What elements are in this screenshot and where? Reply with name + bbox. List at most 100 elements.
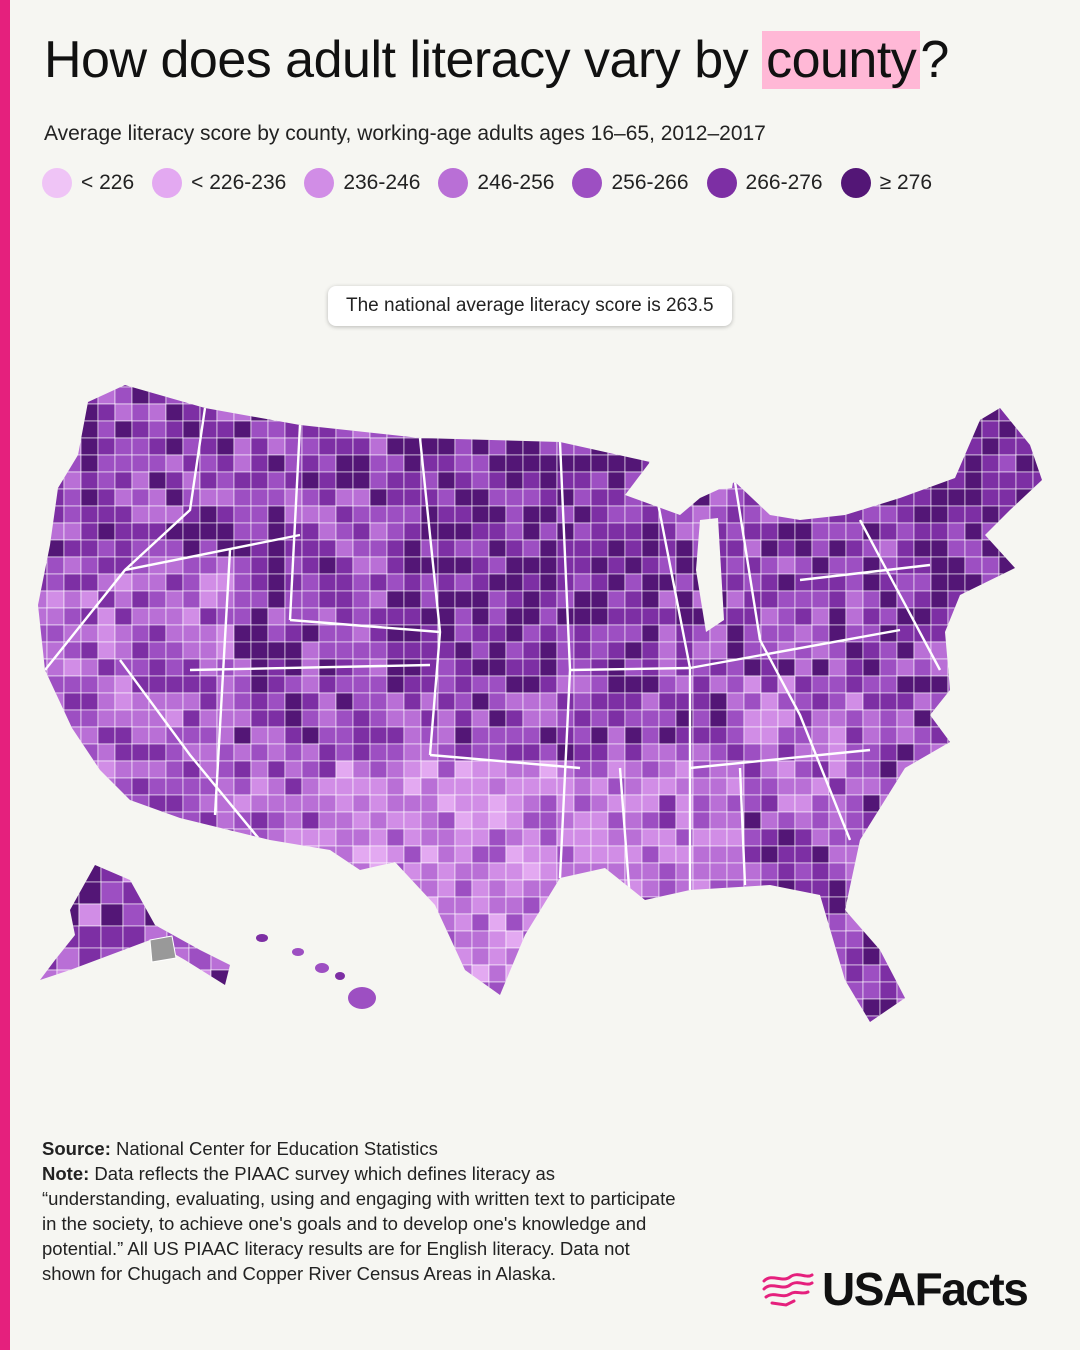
county-cell [97, 471, 116, 490]
county-cell [1032, 385, 1042, 388]
county-cell [386, 437, 405, 456]
county-cell [896, 471, 915, 490]
county-cell [335, 624, 354, 643]
county-cell [590, 760, 609, 779]
county-cell [63, 590, 82, 609]
county-cell [250, 454, 269, 473]
county-cell [403, 811, 422, 830]
county-cell [624, 437, 643, 456]
county-cell [318, 641, 337, 660]
county-cell [301, 488, 320, 507]
county-cell [845, 794, 864, 813]
county-cell [964, 709, 983, 728]
county-cell [1050, 829, 1067, 846]
county-cell [1015, 913, 1034, 932]
county-cell [335, 760, 354, 779]
county-cell [488, 845, 507, 864]
borough-cell [210, 925, 230, 949]
county-cell [471, 437, 490, 456]
county-cell [794, 947, 813, 966]
county-cell [335, 522, 354, 541]
county-cell [709, 675, 728, 694]
county-cell [369, 437, 388, 456]
county-cell [862, 590, 881, 609]
legend-item: 266-276 [706, 168, 823, 198]
county-cell [539, 539, 558, 558]
county-cell [97, 1015, 116, 1022]
county-cell [624, 471, 643, 490]
county-cell [301, 896, 320, 915]
county-cell [46, 437, 65, 456]
county-cell [420, 794, 439, 813]
county-cell [63, 709, 82, 728]
county-cell [947, 471, 966, 490]
county-cell [386, 828, 405, 847]
county-cell [862, 505, 881, 524]
county-cell [488, 386, 507, 405]
county-cell [913, 522, 932, 541]
county-cell [369, 522, 388, 541]
county-cell [352, 964, 371, 983]
county-cell [981, 777, 1000, 796]
county-cell [182, 420, 201, 439]
county-cell [947, 998, 966, 1017]
county-cell [709, 1015, 728, 1022]
county-cell [369, 1015, 388, 1022]
legend: < 226 < 226-236 236-246 246-256 256-266 266-2… [42, 168, 932, 198]
county-cell [267, 386, 286, 405]
county-cell [505, 488, 524, 507]
county-cell [998, 709, 1017, 728]
legend-swatch [42, 168, 72, 198]
county-cell [114, 385, 133, 388]
county-cell [63, 1015, 82, 1022]
county-cell [386, 420, 405, 439]
county-cell [386, 454, 405, 473]
county-cell [709, 385, 728, 388]
county-cell [913, 896, 932, 915]
county-cell [148, 845, 167, 864]
county-cell [80, 777, 99, 796]
county-cell [488, 488, 507, 507]
county-cell [233, 828, 252, 847]
county-cell [471, 913, 490, 932]
legend-item: ≥ 276 [840, 168, 932, 198]
county-cell [964, 964, 983, 983]
county-cell [454, 607, 473, 626]
county-cell [981, 998, 1000, 1017]
county-cell [947, 607, 966, 626]
county-cell [1032, 998, 1042, 1017]
county-cell [199, 709, 218, 728]
borough-cell [188, 865, 212, 883]
county-cell [454, 811, 473, 830]
title-text: How does adult literacy vary by [44, 31, 763, 89]
county-cell [199, 607, 218, 626]
county-cell [709, 947, 728, 966]
county-cell [641, 607, 660, 626]
county-cell [505, 641, 524, 660]
county-cell [743, 913, 762, 932]
county-cell [828, 896, 847, 915]
county-cell [1050, 506, 1067, 523]
county-cell [743, 488, 762, 507]
county-cell [777, 760, 796, 779]
county-cell [522, 607, 541, 626]
county-cell [522, 709, 541, 728]
county-cell [46, 726, 65, 745]
county-cell [692, 930, 711, 949]
county-cell [233, 386, 252, 405]
county-cell [335, 539, 354, 558]
county-cell [811, 896, 830, 915]
county-cell [1015, 947, 1034, 966]
county-cell [335, 556, 354, 575]
legend-swatch [840, 168, 871, 198]
county-cell [879, 607, 898, 626]
county-cell [352, 743, 371, 762]
county-cell [1032, 675, 1042, 694]
county-cell [250, 998, 269, 1017]
county-cell [573, 385, 592, 388]
county-cell [454, 658, 473, 677]
county-cell [454, 760, 473, 779]
county-cell [828, 420, 847, 439]
county-cell [420, 896, 439, 915]
county-cell [522, 573, 541, 592]
